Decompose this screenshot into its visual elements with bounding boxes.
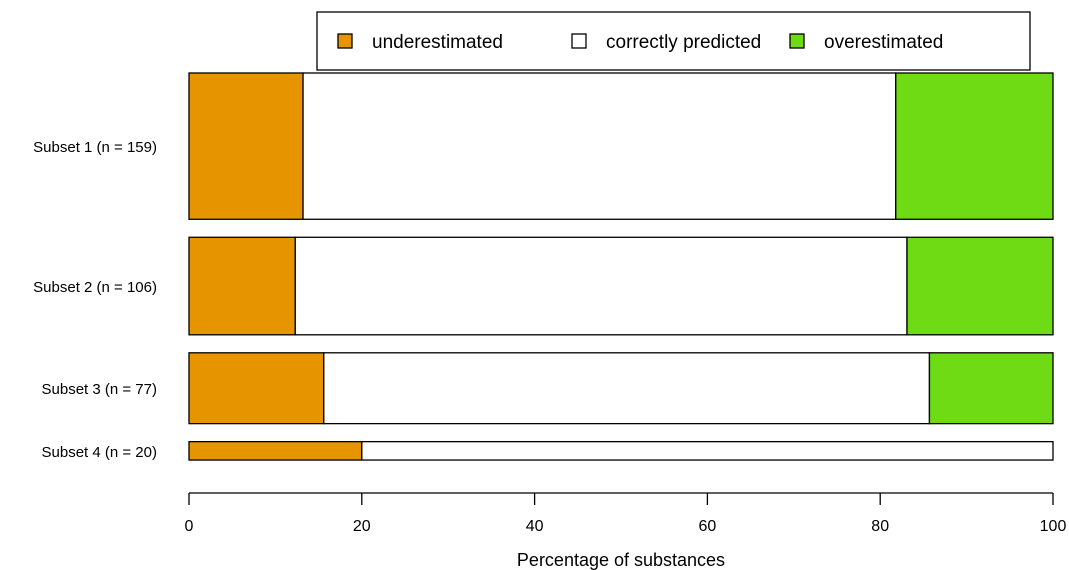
bar-segment-correctly-predicted — [323, 352, 931, 425]
legend: underestimated correctly predicted overest… — [316, 11, 1031, 71]
x-tick-label: 0 — [185, 518, 194, 535]
legend-swatch-correctly-predicted — [571, 33, 587, 49]
category-labels: Subset 1 (n = 159) Subset 2 (n = 106) Subs… — [33, 139, 157, 461]
bar-segment-underestimated — [188, 236, 296, 336]
x-tick-label: 60 — [699, 518, 717, 535]
legend-label: underestimated — [372, 32, 503, 53]
x-tick-label: 80 — [871, 518, 889, 535]
bar-segment-underestimated — [188, 352, 325, 425]
bar-segment-correctly-predicted — [302, 72, 897, 220]
legend-label: overestimated — [824, 32, 943, 53]
bar-segment-overestimated — [895, 72, 1054, 220]
legend-swatch-underestimated — [337, 33, 353, 49]
bar-segment-underestimated — [188, 440, 363, 461]
x-axis-label: Percentage of substances — [517, 550, 725, 570]
legend-label: correctly predicted — [606, 32, 761, 53]
legend-swatch-overestimated — [789, 33, 805, 49]
category-label: Subset 2 (n = 106) — [33, 279, 157, 296]
bars — [188, 72, 1054, 461]
x-tick-label: 40 — [526, 518, 544, 535]
bar-segment-correctly-predicted — [361, 440, 1054, 461]
bar-segment-correctly-predicted — [294, 236, 908, 336]
bar-segment-underestimated — [188, 72, 304, 220]
x-tick-label: 100 — [1040, 518, 1067, 535]
category-label: Subset 3 (n = 77) — [42, 381, 158, 398]
x-axis: 0 20 40 60 80 100 Percentage of substances — [185, 492, 1067, 570]
category-label: Subset 1 (n = 159) — [33, 139, 157, 156]
bar-segment-overestimated — [928, 352, 1054, 425]
bar-segment-overestimated — [906, 236, 1054, 336]
category-label: Subset 4 (n = 20) — [42, 444, 158, 461]
legend-box — [316, 11, 1031, 71]
x-tick-label: 20 — [353, 518, 371, 535]
